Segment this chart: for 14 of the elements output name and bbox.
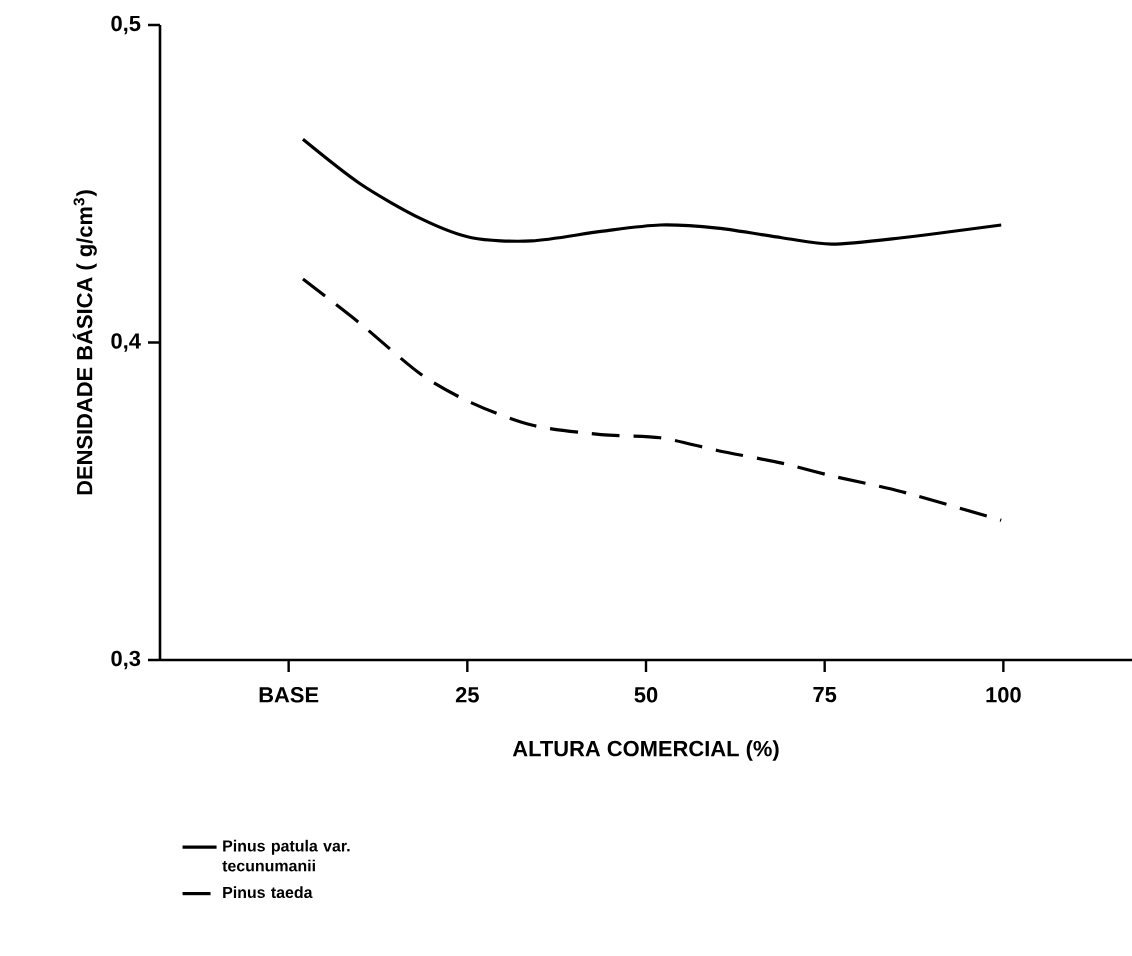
legend-label: Pinus taeda bbox=[223, 886, 313, 899]
x-tick-label: 75 bbox=[813, 687, 837, 703]
x-tick-label: BASE bbox=[259, 687, 319, 703]
x-tick-label: 50 bbox=[634, 687, 658, 703]
line-series bbox=[301, 137, 1003, 246]
y-tick-label: 0,5 bbox=[111, 15, 141, 35]
y-tick-label: 0,4 bbox=[111, 333, 141, 352]
legend-label: Pinus patula var. tecunumanii bbox=[222, 839, 350, 872]
line-series bbox=[301, 277, 1003, 522]
y-tick-label: 0,3 bbox=[111, 650, 141, 670]
x-tick-label: 100 bbox=[986, 687, 1021, 703]
x-axis-title: ALTURA COMERCIAL (%) bbox=[512, 740, 779, 761]
y-axis-title: DENSIDADE BÁSICA ( g/cm$^{3}$) bbox=[72, 190, 97, 495]
x-tick-label: 25 bbox=[455, 687, 479, 703]
